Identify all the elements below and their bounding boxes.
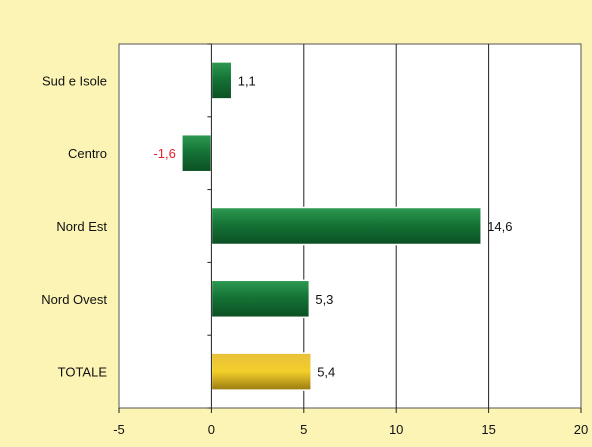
bar bbox=[210, 61, 233, 100]
x-tick-label: 5 bbox=[300, 422, 307, 437]
category-label: Centro bbox=[68, 146, 107, 161]
x-tick-label: 10 bbox=[389, 422, 403, 437]
value-label: -1,6 bbox=[153, 146, 175, 161]
bar bbox=[210, 279, 311, 319]
category-label: Sud e Isole bbox=[42, 73, 107, 88]
value-label: 1,1 bbox=[238, 73, 256, 88]
x-tick-label: 20 bbox=[574, 422, 588, 437]
x-tick-label: -5 bbox=[113, 422, 125, 437]
category-label: Nord Ovest bbox=[41, 292, 107, 307]
value-labels: 1,1 -1,6 14,6 5,3 5,4 bbox=[153, 73, 512, 379]
value-label: 5,4 bbox=[317, 365, 335, 380]
category-labels: Sud e Isole Centro Nord Est Nord Ovest TOTAL… bbox=[41, 73, 107, 379]
bar bbox=[210, 352, 312, 391]
x-axis-ticks: -5 0 5 10 15 20 bbox=[113, 408, 588, 437]
bar bbox=[181, 133, 213, 173]
category-label: TOTALE bbox=[58, 365, 108, 380]
category-label: Nord Est bbox=[56, 219, 107, 234]
bar bbox=[210, 206, 482, 246]
zero-axis bbox=[207, 43, 212, 409]
bars bbox=[181, 61, 482, 391]
x-tick-label: 15 bbox=[481, 422, 495, 437]
x-tick-label: 0 bbox=[208, 422, 215, 437]
value-label: 14,6 bbox=[487, 219, 512, 234]
value-label: 5,3 bbox=[315, 292, 333, 307]
